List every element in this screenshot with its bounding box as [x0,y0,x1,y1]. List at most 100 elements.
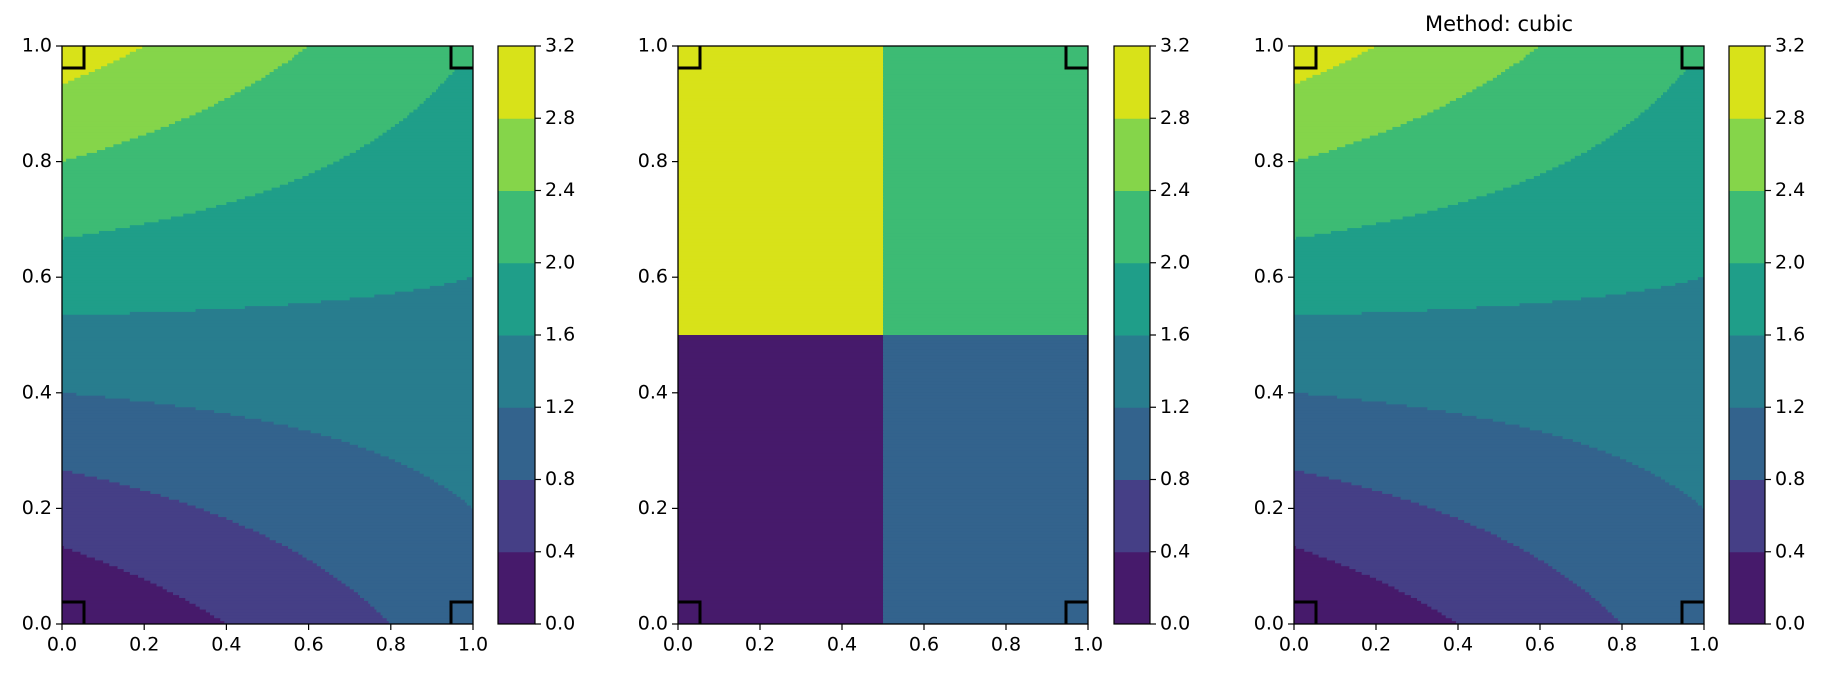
contour-cell [339,158,473,163]
contour-cell [1294,346,1704,351]
contour-cell [678,135,884,140]
contour-cell [1511,184,1704,189]
contour-cell [883,199,1088,203]
contour-cell [678,109,884,114]
contour-cell [436,89,473,93]
contour-cell [62,89,242,93]
contour-cell [1294,245,1704,249]
contour-cell [1294,389,1704,394]
contour-cell [1611,453,1704,457]
contour-cell [1414,213,1704,218]
contour-cell [883,346,1088,351]
contour-cell [883,603,1088,608]
contour-cell [156,583,347,588]
contour-cell [883,141,1088,145]
contour-cell [1294,433,1553,437]
contour-cell [883,98,1088,102]
contour-cell [1400,496,1693,501]
contour-cell [1294,450,1607,455]
contour-cell [1294,381,1704,385]
contour-cell [62,294,375,299]
contour-cell [678,207,884,212]
x-tick-label: 0.0 [47,634,77,656]
x-tick-label: 1.0 [1689,634,1719,656]
contour-cell [1388,583,1578,588]
contour-cell [883,436,1088,440]
contour-cell [678,303,884,307]
contour-cell [1294,230,1332,235]
contour-cell [1294,499,1412,504]
x-tick-label: 0.8 [376,634,406,656]
contour-cell [883,51,1088,56]
colorbar-tick-label: 0.8 [1160,468,1190,490]
contour-cell [678,392,884,397]
contour-cell [678,57,884,62]
contour-cell [678,222,884,226]
contour-cell [678,69,884,73]
contour-cell [678,355,884,359]
contour-cell [62,453,382,457]
contour-cell [1361,138,1607,142]
x-tick-label: 0.4 [827,634,857,656]
contour-cell [390,126,473,131]
contour-cell [62,285,431,290]
contour-cell [1294,586,1396,590]
y-tick-label: 0.6 [638,266,668,288]
contour-cell [883,531,1088,536]
contour-cell [678,173,884,177]
contour-cell [678,332,884,336]
contour-cell [1595,597,1704,602]
contour-cell [1351,57,1525,62]
colorbar-segment [1729,46,1765,119]
colorbar-segment [1729,118,1765,191]
contour-cell [1294,291,1627,296]
contour-cell [62,167,322,171]
contour-cell [883,265,1088,270]
contour-cell [62,358,473,362]
contour-cell [1605,450,1704,455]
contour-cell [1294,89,1473,93]
contour-cell [678,543,884,547]
contour-cell [883,479,1088,483]
contour-cell [376,609,473,614]
contour-cell [386,129,473,134]
contour-cell [1601,141,1704,145]
contour-cell [273,69,456,73]
contour-cell [62,450,375,455]
contour-cell [1441,612,1613,616]
contour-cell [119,482,439,486]
contour-cell [1589,444,1704,449]
contour-cell [94,557,308,562]
contour-cell [883,89,1088,93]
contour-cell [883,46,1088,50]
contour-cell [76,392,473,397]
contour-cell [678,311,884,316]
contour-cell [1294,424,1521,429]
contour-cell [883,337,1088,342]
contour-cell [1427,308,1704,313]
contour-cell [1427,603,1603,608]
contour-cell [62,398,131,403]
contour-cell [678,447,884,452]
contour-cell [678,196,884,200]
contour-cell [883,306,1088,310]
contour-cell [1544,560,1704,564]
contour-cell [678,202,884,206]
contour-cell [288,545,473,550]
contour-cell [678,485,884,489]
contour-cell [678,51,884,56]
contour-cell [883,176,1088,180]
contour-cell [678,144,884,148]
contour-cell [1445,103,1652,108]
contour-cell [288,181,473,186]
contour-cell [62,479,110,483]
colorbar-segment [1729,335,1765,408]
contour-cell [1679,488,1704,492]
contour-cell [678,554,884,559]
contour-cell [62,256,473,261]
contour-cell [678,100,884,105]
panel: 0.0 0.2 0.4 0.6 0.8 1.0 0.0 0.2 0.4 0.6 0.8 1.0 0.0 0… [638,35,1190,656]
contour-cell [678,522,884,527]
contour-cell [62,592,174,596]
contour-cell [883,103,1088,108]
